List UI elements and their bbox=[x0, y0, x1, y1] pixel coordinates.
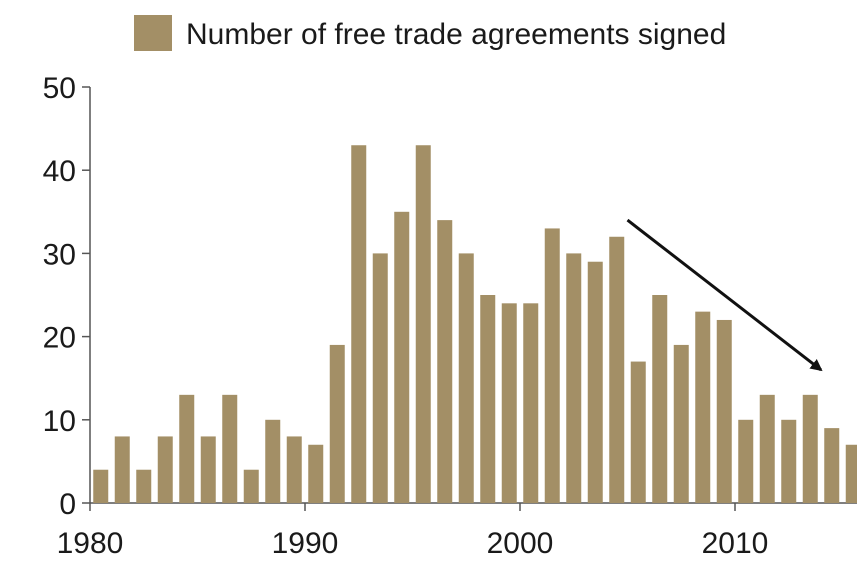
annotations bbox=[626, 218, 823, 372]
x-tick-label: 2010 bbox=[702, 527, 769, 560]
bar-2001 bbox=[544, 228, 560, 503]
bar-1989 bbox=[286, 436, 302, 503]
y-tick-label: 0 bbox=[59, 488, 76, 521]
y-tick-label: 40 bbox=[43, 155, 76, 188]
bar-1990 bbox=[308, 444, 324, 503]
bar-2004 bbox=[609, 236, 625, 503]
bar-1987 bbox=[243, 469, 259, 503]
bar-2008 bbox=[695, 311, 711, 503]
legend-swatch bbox=[134, 15, 172, 51]
bar-2011 bbox=[759, 394, 775, 503]
y-axis-ticks: 0 10 20 30 40 50 bbox=[43, 72, 90, 521]
bar-2009 bbox=[716, 319, 732, 503]
y-tick-label: 10 bbox=[43, 405, 76, 438]
bar-1980 bbox=[93, 469, 109, 503]
y-tick-label: 20 bbox=[43, 322, 76, 355]
bar-2014 bbox=[824, 428, 840, 503]
bar-1998 bbox=[480, 295, 496, 503]
bar-1985 bbox=[200, 436, 216, 503]
bar-2010 bbox=[738, 419, 754, 503]
bar-2013 bbox=[802, 394, 818, 503]
bars bbox=[93, 145, 857, 504]
y-tick-label: 50 bbox=[43, 72, 76, 105]
x-axis-ticks: 1980 1990 2000 2010 bbox=[57, 503, 769, 560]
bar-2015 bbox=[845, 444, 857, 503]
x-tick-label: 2000 bbox=[487, 527, 554, 560]
bar-1992 bbox=[351, 145, 367, 504]
bar-2005 bbox=[630, 361, 646, 503]
bar-1986 bbox=[222, 394, 238, 503]
bar-1988 bbox=[265, 419, 281, 503]
legend: Number of free trade agreements signed bbox=[134, 15, 726, 51]
bar-2007 bbox=[673, 344, 689, 503]
bar-1993 bbox=[372, 253, 388, 503]
bar-1996 bbox=[437, 220, 453, 503]
trend-arrow bbox=[626, 218, 823, 372]
bar-1982 bbox=[136, 469, 152, 503]
legend-label: Number of free trade agreements signed bbox=[186, 18, 726, 51]
bar-1997 bbox=[458, 253, 474, 503]
bar-1983 bbox=[157, 436, 173, 503]
bar-2012 bbox=[781, 419, 797, 503]
bar-2002 bbox=[566, 253, 582, 503]
bar-1991 bbox=[329, 344, 345, 503]
bar-1995 bbox=[415, 145, 431, 504]
x-tick-label: 1980 bbox=[57, 527, 124, 560]
bar-1981 bbox=[114, 436, 130, 503]
bar-2003 bbox=[587, 261, 603, 503]
bar-1984 bbox=[179, 394, 195, 503]
bar-2006 bbox=[652, 295, 668, 503]
x-tick-label: 1990 bbox=[272, 527, 339, 560]
bar-2000 bbox=[523, 303, 539, 503]
y-tick-label: 30 bbox=[43, 238, 76, 271]
bar-1994 bbox=[394, 211, 410, 504]
bar-1999 bbox=[501, 303, 517, 503]
